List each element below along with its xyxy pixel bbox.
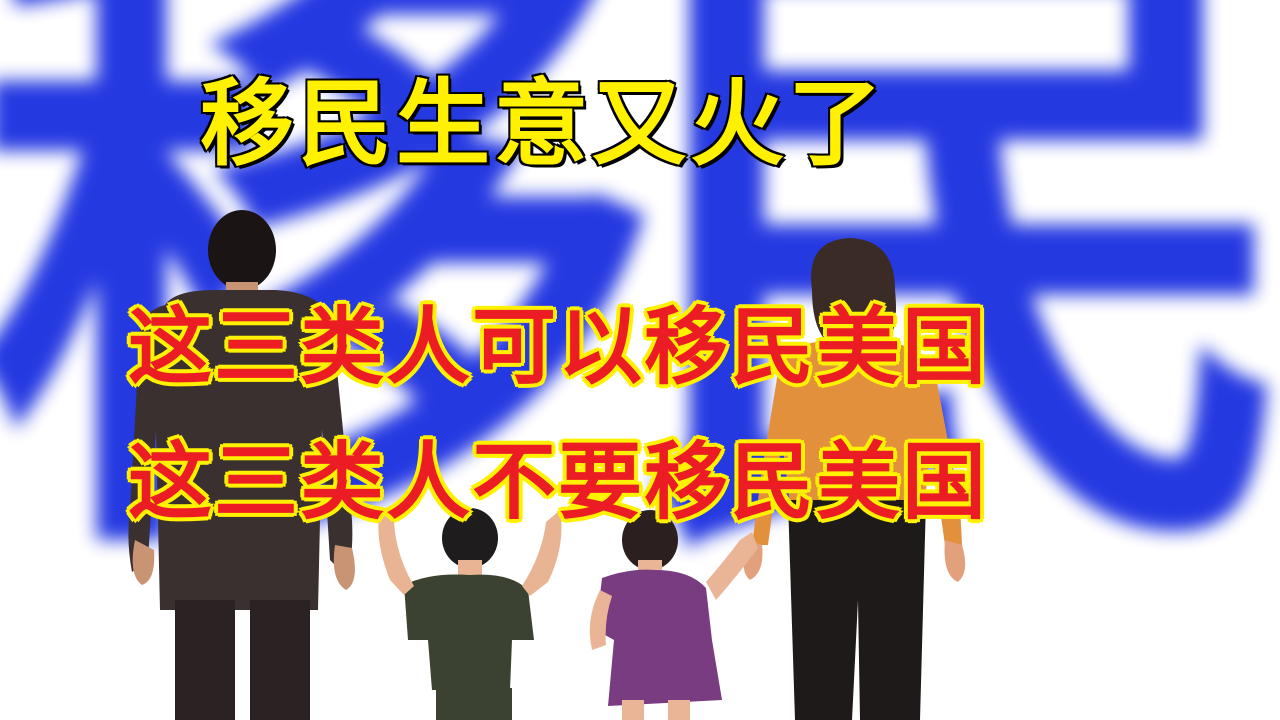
headline-can-immigrate: 这三类人可以移民美国	[127, 298, 989, 396]
father-figurine	[128, 210, 355, 720]
girl-figurine	[589, 510, 758, 720]
headline-should-not-immigrate: 这三类人不要移民美国	[127, 433, 989, 531]
mother-figurine	[743, 238, 966, 720]
headline-main-title: 移民生意又火了	[198, 70, 887, 179]
boy-figurine	[378, 508, 562, 720]
